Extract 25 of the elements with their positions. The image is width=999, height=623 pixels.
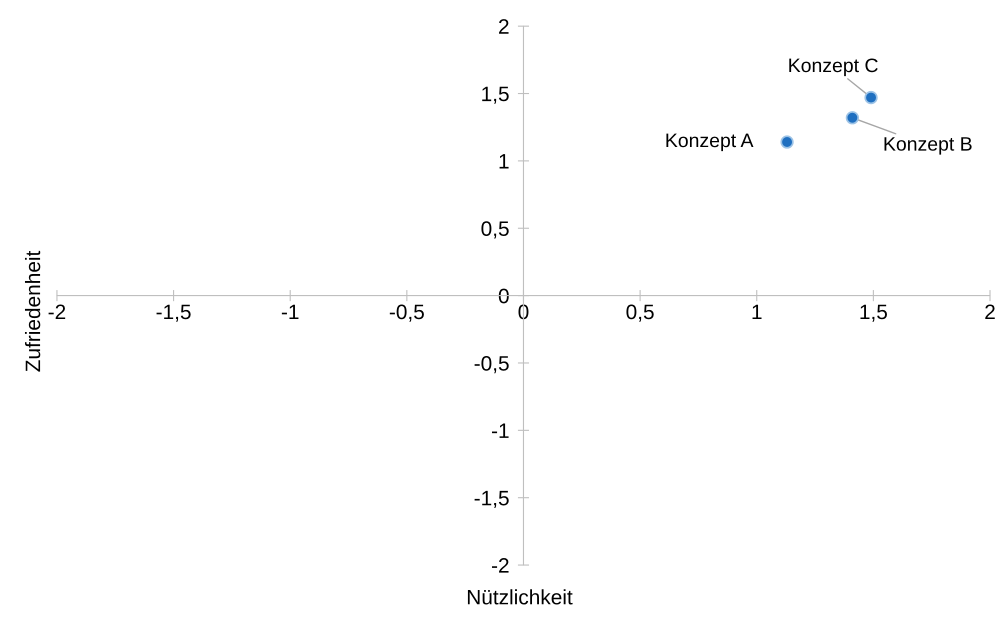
x-tick-label: -1 xyxy=(282,304,298,320)
x-tick-label: -1,5 xyxy=(156,304,191,322)
point xyxy=(846,111,860,124)
y-tick-label: 0,5 xyxy=(481,221,509,238)
y-tick-label: -1,5 xyxy=(474,490,509,508)
point xyxy=(864,90,878,104)
y-tick-label: 1,5 xyxy=(482,86,509,104)
annotation: Konzept A xyxy=(666,134,754,152)
x-axis-title: Nützlichkeit xyxy=(468,589,573,605)
x-tick-label: -2 xyxy=(48,304,66,320)
y-tick-label: -2 xyxy=(492,558,509,573)
annotation: Konzept C xyxy=(789,58,878,76)
y-tick-label: -0,5 xyxy=(474,356,509,374)
x-tick-label: -0,5 xyxy=(390,304,424,322)
y-axis-title: Zufriedenheit xyxy=(24,250,40,372)
y-tick-label: -1 xyxy=(492,424,509,438)
x-tick-label: 1,5 xyxy=(860,304,887,322)
y-tick-label: 1 xyxy=(500,154,509,168)
x-tick-label: 0,5 xyxy=(626,304,654,322)
x-tick-label: 1 xyxy=(752,304,762,320)
x-tick-label: 2 xyxy=(985,304,995,320)
x-tick-label: 0 xyxy=(518,304,528,320)
annotation: Konzept B xyxy=(884,137,972,155)
point xyxy=(780,135,794,149)
y-tick-label: 2 xyxy=(499,19,509,34)
